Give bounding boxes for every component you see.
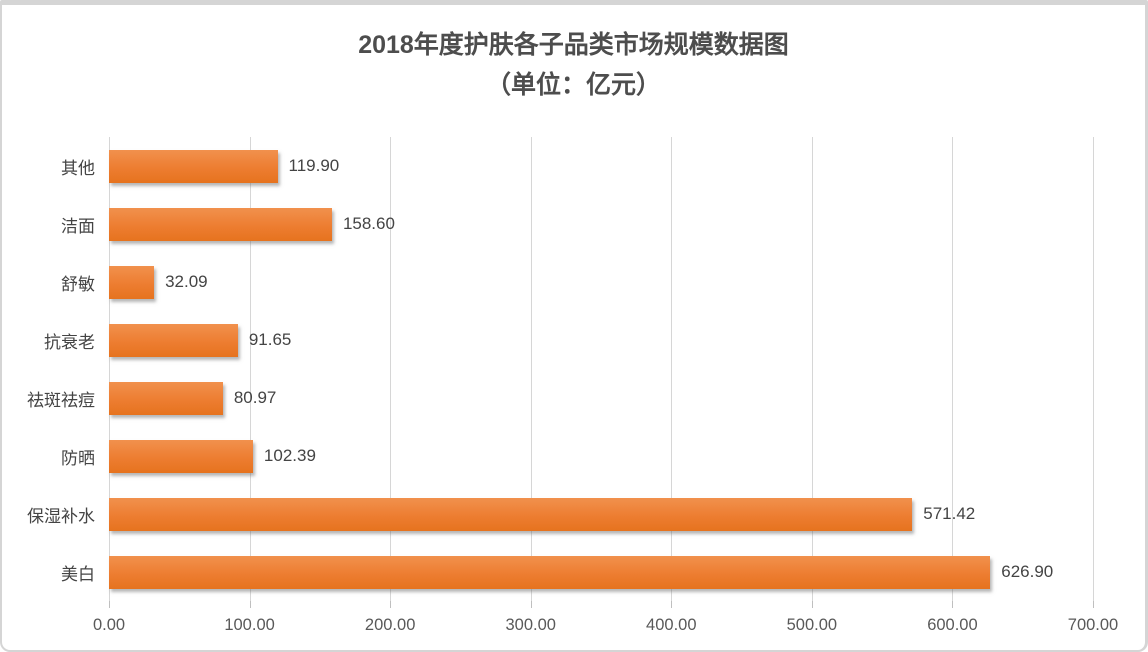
- category-label: 美白: [61, 564, 95, 584]
- axis-tick: [952, 601, 954, 608]
- x-tick-label: 200.00: [364, 616, 416, 634]
- gridline: [109, 137, 110, 601]
- x-tick-label: 500.00: [786, 616, 838, 634]
- bar-row: 32.09: [109, 253, 1093, 311]
- axis-tick: [811, 601, 813, 608]
- plot-area: 其他洁面舒敏抗衰老祛斑祛痘防晒保湿补水美白 119.90 158.60 32.09 9…: [14, 137, 1094, 608]
- bar-row: 571.42: [109, 485, 1093, 543]
- bar-track-area: 119.90 158.60 32.09 91.65 80.97 102.39 571.42 6…: [109, 137, 1094, 608]
- axis-tick: [671, 601, 673, 608]
- x-tick-label: 600.00: [927, 616, 978, 634]
- bar-value-label: 158.60: [342, 214, 395, 233]
- bar: [109, 149, 278, 183]
- bar: [109, 497, 913, 531]
- axis-tick: [249, 601, 251, 608]
- x-tick-label: 100.00: [224, 616, 275, 634]
- chart-title: 2018年度护肤各子品类市场规模数据图 （单位：亿元）: [2, 25, 1145, 105]
- value-axis: 0.00 100.00 200.00 300.00 400.00 500.00 600.00…: [93, 608, 1118, 648]
- chart-title-line2: （单位：亿元）: [485, 71, 661, 99]
- x-tick-label: 0.00: [92, 616, 126, 634]
- category-label: 洁面: [61, 216, 95, 236]
- category-label: 抗衰老: [44, 332, 95, 352]
- gridline: [671, 137, 673, 601]
- bar: [109, 207, 332, 241]
- category-label: 舒敏: [61, 274, 95, 294]
- gridline: [530, 137, 532, 601]
- bar-value-label: 91.65: [248, 330, 292, 349]
- bar: [109, 265, 155, 299]
- gridline: [811, 137, 813, 601]
- gridline: [249, 137, 251, 601]
- bar-row: 119.90: [109, 137, 1093, 195]
- gridline: [1093, 137, 1094, 601]
- bar-value-label: 571.42: [923, 504, 976, 523]
- category-label: 其他: [61, 158, 95, 178]
- bar-value-label: 32.09: [165, 272, 208, 291]
- category-label: 祛斑祛痘: [27, 390, 95, 410]
- bar-row: 626.90: [109, 543, 1093, 601]
- bar: [109, 323, 238, 357]
- bar-row: 102.39: [109, 427, 1093, 485]
- bar: [109, 381, 223, 415]
- category-label: 保湿补水: [27, 506, 95, 526]
- gridline: [952, 137, 954, 601]
- bar-row: 80.97: [109, 369, 1093, 427]
- bar-row: 91.65: [109, 311, 1093, 369]
- x-tick-label: 300.00: [505, 616, 556, 634]
- axis-tick: [390, 601, 392, 608]
- axis-tick: [109, 601, 110, 608]
- bar: [109, 555, 991, 589]
- x-tick-label: 700.00: [1067, 616, 1119, 634]
- axis-tick: [530, 601, 532, 608]
- bar-row: 158.60: [109, 195, 1093, 253]
- bar-value-label: 80.97: [233, 388, 277, 407]
- gridline: [390, 137, 392, 601]
- chart-title-line1: 2018年度护肤各子品类市场规模数据图: [358, 31, 789, 59]
- category-label: 防晒: [61, 448, 95, 468]
- bar-value-label: 102.39: [263, 446, 316, 465]
- axis-tick: [1093, 601, 1094, 608]
- bar: [109, 439, 253, 473]
- x-tick-label: 400.00: [646, 616, 697, 634]
- bar-value-label: 119.90: [288, 156, 340, 175]
- category-axis: 其他洁面舒敏抗衰老祛斑祛痘防晒保湿补水美白: [14, 137, 109, 601]
- bar-value-label: 626.90: [1001, 562, 1054, 581]
